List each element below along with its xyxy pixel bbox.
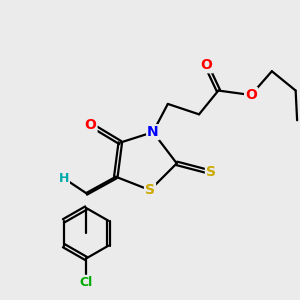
Text: O: O [200, 58, 212, 72]
Text: Cl: Cl [80, 276, 93, 289]
Text: N: N [147, 125, 159, 139]
Text: S: S [145, 183, 155, 197]
Text: S: S [206, 165, 216, 179]
Text: H: H [58, 172, 69, 185]
Text: O: O [85, 118, 97, 132]
Text: O: O [245, 88, 257, 102]
